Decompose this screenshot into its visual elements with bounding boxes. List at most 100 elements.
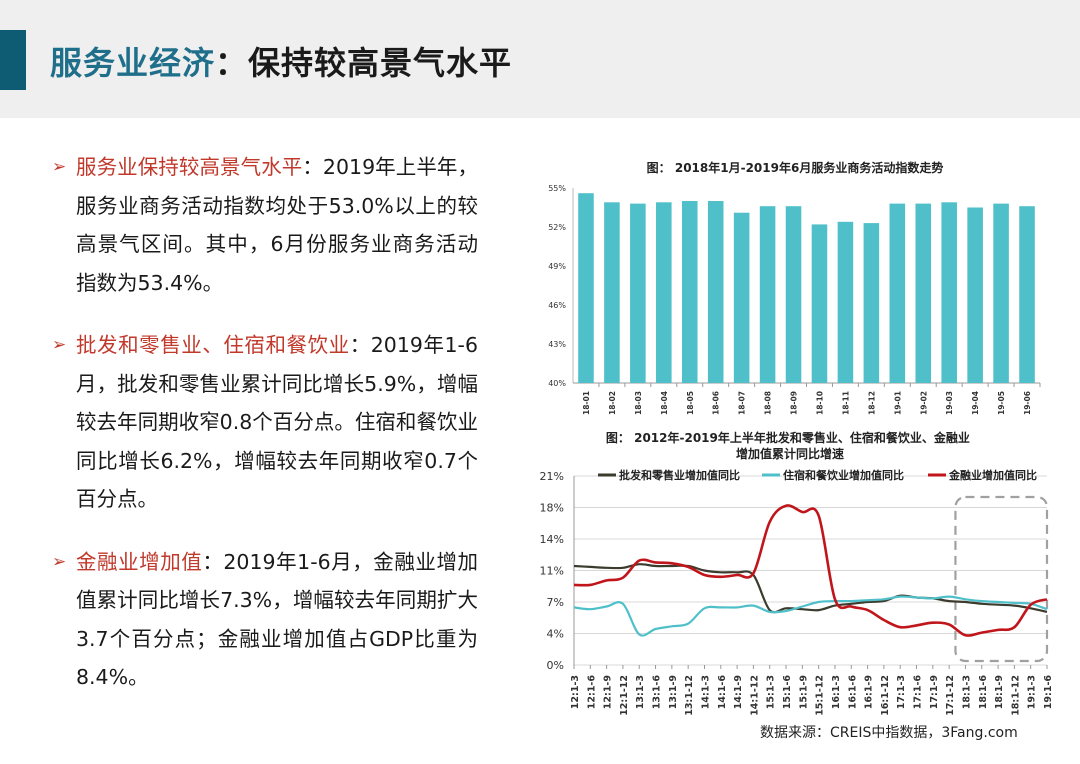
line-x-tick-label: 13:1-6 xyxy=(652,675,663,710)
bar xyxy=(941,202,957,383)
bar-chart: 图： 2018年1月-2019年6月服务业商务活动指数走势 40% 43% 46% 4… xyxy=(548,160,1041,415)
bar-y-tick-label: 55% xyxy=(548,184,566,193)
bar-y-tick-label: 49% xyxy=(548,262,566,271)
line-x-tick-label: 13:1-3 xyxy=(635,675,646,709)
bar xyxy=(604,202,620,383)
series-line xyxy=(573,504,1048,637)
bar-x-tick-label: 18-07 xyxy=(738,391,747,415)
bar-y-tick-label: 40% xyxy=(548,379,566,388)
line-x-tick-label: 16:1-3 xyxy=(831,675,842,709)
bar xyxy=(811,224,828,383)
bar-x-tick-label: 19-04 xyxy=(971,391,980,415)
bar xyxy=(889,203,906,383)
line-x-tick-label: 17:1-3 xyxy=(896,675,907,709)
bar-chart-title: 图： 2018年1月-2019年6月服务业商务活动指数走势 xyxy=(647,160,944,175)
line-y-tick-label: 21% xyxy=(540,470,564,483)
line-x-tick-label: 12:1-3 xyxy=(570,675,581,709)
bar-x-tick-label: 18-02 xyxy=(608,391,617,415)
bar-x-tick-label: 19-05 xyxy=(997,391,1006,415)
line-x-tick-label: 18:1-6 xyxy=(978,675,989,710)
bar xyxy=(993,203,1009,383)
line-x-tick-label: 17:1-6 xyxy=(913,675,924,710)
bar xyxy=(733,212,750,383)
line-y-tick-label: 18% xyxy=(540,502,564,515)
bar-x-tick-label: 18-06 xyxy=(712,391,721,415)
line-x-tick-label: 12:1-12 xyxy=(619,675,630,716)
bar xyxy=(785,206,802,383)
bullet-lead: 金融业增加值 xyxy=(76,549,203,574)
bullet-paragraph: ➢ 服务业保持较高景气水平：2019年上半年，服务业商务活动指数均处于53.0%… xyxy=(48,148,478,302)
line-x-tick-label: 19:1-3 xyxy=(1027,675,1038,709)
line-x-tick-label: 13:1-9 xyxy=(668,675,679,709)
bar-y-tick-label: 52% xyxy=(548,223,566,232)
bar-x-tick-label: 19-03 xyxy=(945,391,954,415)
bullet-lead: 批发和零售业、住宿和餐饮业 xyxy=(76,333,350,357)
bullet-body: ：2019年1-6月，金融业增加值累计同比增长7.3%，增幅较去年同期扩大3.7… xyxy=(76,549,479,690)
line-x-tick-label: 16:1-9 xyxy=(864,675,875,709)
line-x-tick-label: 13:1-12 xyxy=(684,675,695,716)
bullet-body: ：2019年上半年，服务业商务活动指数均处于53.0%以上的较高景气区间。其中，… xyxy=(76,155,478,295)
bar-x-tick-label: 19-06 xyxy=(1023,391,1032,415)
bar-x-tick-label: 18-03 xyxy=(634,391,643,415)
bar-x-tick-label: 18-12 xyxy=(867,391,876,415)
line-chart-title-line-1: 图： 2012年-2019年上半年批发和零售业、住宿和餐饮业、金融业 xyxy=(606,430,970,445)
bar xyxy=(1019,206,1035,383)
bar-x-tick-label: 18-10 xyxy=(815,391,824,415)
bar-x-tick-label: 18-08 xyxy=(764,391,773,415)
line-x-tick-label: 15:1-6 xyxy=(782,675,793,710)
bullet-lead: 服务业保持较高景气水平 xyxy=(76,155,303,179)
line-x-tick-label: 18:1-12 xyxy=(1010,675,1021,716)
line-x-tick-label: 12:1-6 xyxy=(586,675,597,710)
bar-y-tick-label: 46% xyxy=(548,301,566,310)
header-accent-bar xyxy=(0,30,26,90)
bar xyxy=(707,201,724,383)
bar-x-tick-label: 18-01 xyxy=(582,391,591,415)
bullet-list: ➢ 服务业保持较高景气水平：2019年上半年，服务业商务活动指数均处于53.0%… xyxy=(48,148,478,721)
bar-x-tick-label: 18-11 xyxy=(841,391,850,415)
bullet-paragraph: ➢ 批发和零售业、住宿和餐饮业：2019年1-6月，批发和零售业累计同比增长5.… xyxy=(48,326,478,519)
line-x-tick-label: 16:1-6 xyxy=(847,675,858,710)
arrow-bullet-icon: ➢ xyxy=(52,157,67,177)
line-x-tick-label: 14:1-9 xyxy=(733,675,744,709)
page-title-highlight: 服务业经济 xyxy=(50,44,216,82)
header: 服务业经济：保持较高景气水平 xyxy=(0,0,1080,118)
line-x-tick-label: 19:1-6 xyxy=(1043,675,1054,710)
legend-label: 住宿和餐饮业增加值同比 xyxy=(783,468,904,482)
line-x-tick-label: 15:1-9 xyxy=(798,675,809,709)
bullet-body: ：2019年1-6月，批发和零售业累计同比增长5.9%，增幅较去年同期收窄0.8… xyxy=(76,333,478,511)
bar-x-tick-label: 18-04 xyxy=(660,391,669,415)
series-line xyxy=(573,563,1048,614)
line-x-tick-label: 18:1-3 xyxy=(961,675,972,709)
bar xyxy=(837,221,854,383)
bar-x-tick-label: 18-09 xyxy=(790,391,799,415)
line-chart-title: 图： 2012年-2019年上半年批发和零售业、住宿和餐饮业、金融业 增加值累计… xyxy=(606,430,974,461)
bar-x-tick-label: 19-02 xyxy=(919,391,928,415)
line-chart: 图： 2012年-2019年上半年批发和零售业、住宿和餐饮业、金融业 增加值累计… xyxy=(540,430,1054,716)
line-x-tick-label: 12:1-9 xyxy=(603,675,614,709)
bar xyxy=(578,193,594,383)
bar xyxy=(967,207,983,383)
line-x-tick-label: 14:1-3 xyxy=(700,675,711,709)
bar-x-tick-label: 19-01 xyxy=(893,391,902,415)
bar xyxy=(630,203,646,383)
line-x-tick-label: 17:1-12 xyxy=(945,675,956,716)
line-x-tick-label: 14:1-6 xyxy=(717,675,728,710)
line-x-tick-label: 18:1-9 xyxy=(994,675,1005,709)
line-x-tick-label: 16:1-12 xyxy=(880,675,891,716)
bar xyxy=(656,202,672,383)
bar xyxy=(863,223,880,383)
line-y-tick-label: 0% xyxy=(547,659,564,672)
line-chart-title-line-2: 增加值累计同比增速 xyxy=(736,446,844,461)
line-x-tick-label: 17:1-9 xyxy=(929,675,940,709)
line-x-tick-label: 15:1-3 xyxy=(766,675,777,709)
line-x-tick-label: 14:1-12 xyxy=(749,675,760,716)
bar xyxy=(915,203,932,383)
highlight-box xyxy=(954,495,1049,663)
legend-label: 批发和零售业增加值同比 xyxy=(619,468,740,482)
bar xyxy=(759,206,776,383)
bullet-paragraph: ➢ 金融业增加值：2019年1-6月，金融业增加值累计同比增长7.3%，增幅较去… xyxy=(48,543,478,697)
bar-y-tick-label: 43% xyxy=(548,340,566,349)
page-title: 服务业经济：保持较高景气水平 xyxy=(50,38,512,84)
page-title-rest: ：保持较高景气水平 xyxy=(215,44,513,82)
line-y-tick-label: 4% xyxy=(547,628,564,641)
